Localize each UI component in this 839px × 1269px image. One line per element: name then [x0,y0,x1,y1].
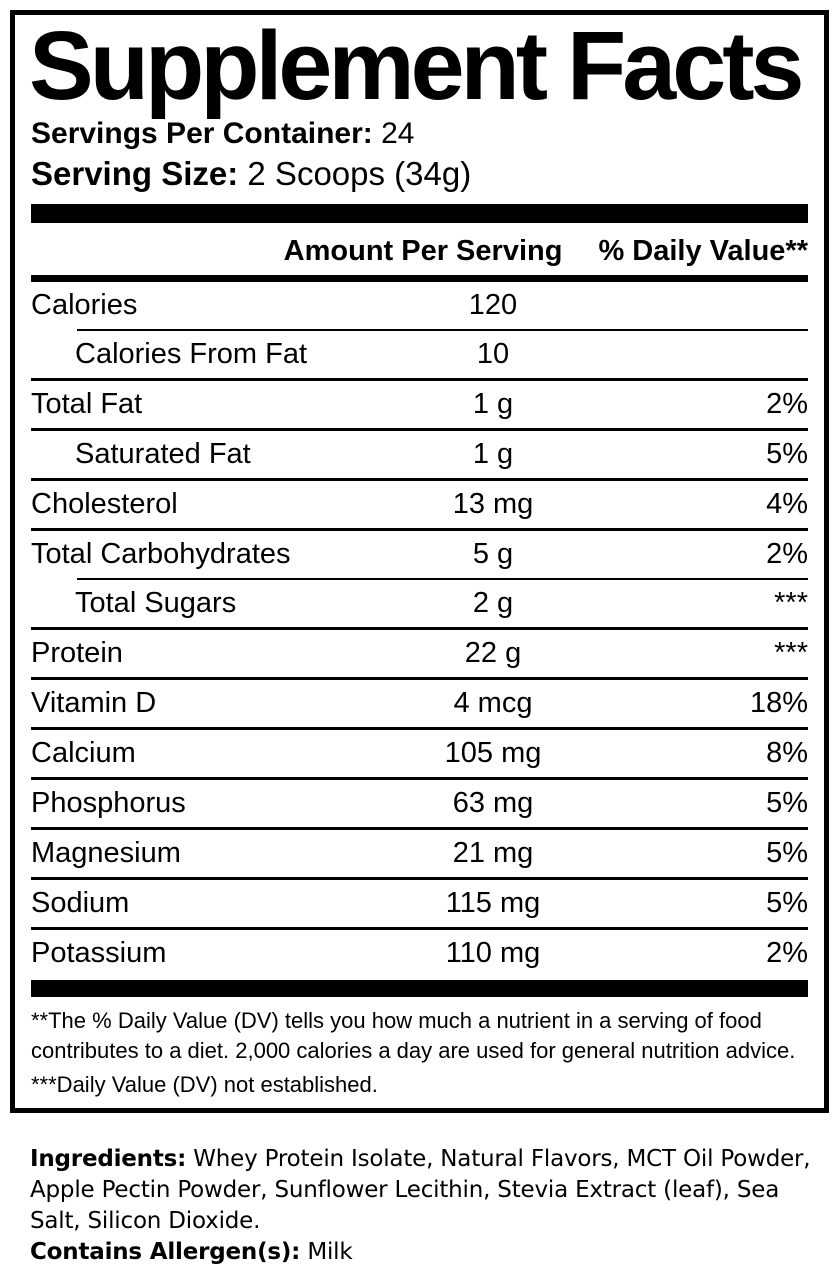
nutrient-daily-value: 5% [766,836,808,869]
row-divider-indented [77,328,808,331]
nutrient-daily-value: *** [774,586,808,619]
nutrient-daily-value: 2% [766,936,808,969]
nutrient-daily-value: 5% [766,886,808,919]
nutrient-row: Calcium 105 mg 8% [31,730,808,777]
nutrient-name: Total Carbohydrates [31,537,291,570]
ingredients-line: Ingredients: Whey Protein Isolate, Natur… [30,1144,825,1237]
nutrient-name: Calories [31,288,138,321]
nutrient-row: Total Sugars 2 g *** [31,580,808,627]
row-divider [31,826,808,830]
daily-value-footnote: **The % Daily Value (DV) tells you how m… [31,1007,796,1063]
page-title: Supplement Facts [29,11,804,120]
allergen-label: Contains Allergen(s): [30,1239,301,1265]
separator-bar-bottom [31,979,808,997]
nutrient-row: Protein 22 g *** [31,630,808,677]
nutrient-amount: 115 mg [445,886,541,919]
nutrient-amount: 22 g [464,636,522,669]
nutrient-table: Calories 120 Calories From Fat 10 Total … [31,282,808,977]
nutrient-row: Total Carbohydrates 5 g 2% [31,531,808,578]
nutrient-row: Saturated Fat 1 g 5% [31,431,808,478]
nutrient-row: Magnesium 21 mg 5% [31,830,808,877]
nutrient-daily-value: *** [774,636,808,669]
nutrient-daily-value: 5% [766,786,808,819]
row-divider [31,676,808,680]
nutrient-name: Calcium [31,736,136,769]
nutrient-name: Potassium [31,936,167,969]
nutrient-name: Calories From Fat [75,337,308,370]
row-divider [31,876,808,880]
nutrient-row: Vitamin D 4 mcg 18% [31,680,808,727]
nutrient-amount: 21 mg [452,836,534,869]
nutrient-row: Calories From Fat 10 [31,331,808,378]
supplement-facts-panel: Supplement Facts Servings Per Container:… [10,10,829,1113]
nutrient-amount: 110 mg [445,936,541,969]
serving-size: Serving Size: 2 Scoops (34g) [31,154,808,194]
nutrient-daily-value: 2% [766,387,808,420]
nutrient-daily-value: 2% [766,537,808,570]
serving-size-label: Serving Size: [31,155,239,193]
not-established-footnote: ***Daily Value (DV) not established. [31,1071,378,1097]
serving-size-value: 2 Scoops (34g) [247,155,472,193]
daily-value-header: % Daily Value** [598,234,808,267]
row-divider [31,477,808,481]
servings-per-container-label: Servings Per Container: [31,117,373,151]
nutrient-row: Phosphorus 63 mg 5% [31,780,808,827]
nutrient-name: Magnesium [31,836,181,869]
nutrient-amount: 120 [468,288,518,321]
row-divider [31,776,808,780]
row-divider [31,377,808,381]
nutrient-daily-value: 18% [749,686,808,719]
nutrient-name: Phosphorus [31,786,186,819]
separator-bar-top [31,203,808,223]
row-divider [31,926,808,930]
nutrient-row: Potassium 110 mg 2% [31,930,808,977]
nutrient-amount: 1 g [472,387,514,420]
nutrient-row: Cholesterol 13 mg 4% [31,481,808,528]
nutrient-daily-value: 5% [766,437,808,470]
nutrient-daily-value: 8% [766,736,808,769]
row-divider-indented [77,577,808,580]
nutrient-amount: 10 [476,337,510,370]
nutrient-name: Total Sugars [75,586,237,619]
nutrient-amount: 105 mg [444,736,542,769]
nutrient-daily-value: 4% [766,487,808,520]
nutrient-amount: 63 mg [452,786,534,819]
nutrient-name: Vitamin D [31,686,157,719]
row-divider [31,726,808,730]
table-column-header: Amount Per Serving % Daily Value** [31,223,808,275]
nutrient-amount: 13 mg [452,487,534,520]
row-divider [31,427,808,431]
nutrient-name: Saturated Fat [75,437,251,470]
nutrient-name: Cholesterol [31,487,178,520]
ingredients-section: Ingredients: Whey Protein Isolate, Natur… [30,1144,825,1268]
nutrient-amount: 2 g [472,586,514,619]
nutrient-name: Total Fat [31,387,143,420]
allergen-line: Contains Allergen(s): Milk [30,1237,825,1268]
allergen-value: Milk [307,1239,353,1265]
header-rule [31,274,808,282]
nutrient-name: Protein [31,636,123,669]
nutrient-amount: 1 g [472,437,514,470]
ingredients-value: Whey Protein Isolate, Natural Flavors, M… [30,1146,811,1234]
servings-per-container: Servings Per Container: 24 [31,116,808,152]
nutrient-amount: 5 g [472,537,514,570]
nutrient-amount: 4 mcg [453,686,533,719]
amount-per-serving-header: Amount Per Serving [283,234,563,267]
nutrient-name: Sodium [31,886,130,919]
nutrient-row: Sodium 115 mg 5% [31,880,808,927]
nutrient-row: Total Fat 1 g 2% [31,381,808,428]
row-divider [31,527,808,531]
servings-per-container-value: 24 [381,117,415,151]
ingredients-label: Ingredients: [30,1146,187,1172]
row-divider [31,626,808,630]
nutrient-row: Calories 120 [31,282,808,329]
